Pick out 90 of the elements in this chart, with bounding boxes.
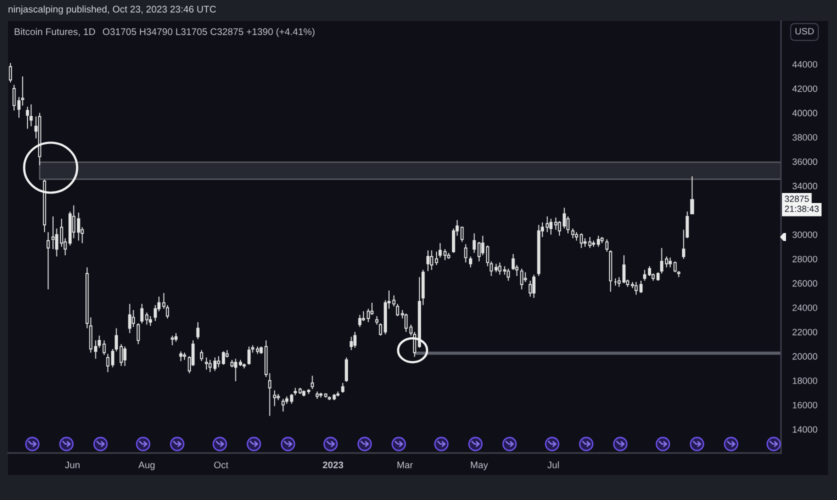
candlestick (42, 179, 46, 233)
candlestick (404, 313, 408, 332)
candlestick (234, 358, 238, 382)
y-tick-label: 30000 (792, 231, 818, 238)
candlestick (464, 244, 468, 264)
candlestick (273, 390, 276, 407)
candlestick (622, 254, 626, 284)
y-tick-label: 28000 (792, 256, 818, 262)
x-tick-label: 2023 (322, 462, 344, 468)
candlestick (12, 84, 16, 111)
candlestick (38, 112, 42, 166)
candlestick (136, 322, 140, 345)
candlestick (8, 62, 12, 83)
candlestick (571, 228, 574, 239)
y-tick-label: 26000 (792, 280, 818, 287)
x-tick-label: Oct (214, 462, 228, 468)
candlestick (123, 346, 126, 366)
candlestick (26, 106, 30, 130)
candlestick (580, 232, 583, 248)
candlestick (217, 356, 220, 368)
candlestick (200, 350, 204, 362)
candlestick (148, 316, 152, 326)
candlestick (310, 375, 314, 390)
y-tick-label: 16000 (792, 402, 818, 408)
candlestick (430, 250, 434, 270)
candlestick (282, 398, 285, 412)
candlestick (353, 331, 357, 348)
candlestick (690, 176, 694, 214)
y-tick-label: 18000 (792, 378, 818, 384)
candlestick (596, 235, 600, 248)
candlestick (242, 363, 246, 369)
candlestick (614, 278, 618, 286)
text: O31705 H34790 L31705 C32875 +1390 (+4.41%) (102, 28, 314, 37)
candlestick (222, 350, 226, 366)
candlestick (634, 282, 638, 296)
annotation: 32875 (784, 196, 809, 202)
y-tick-label: 22000 (792, 328, 818, 336)
x-tick-label: May (470, 462, 488, 470)
y-tick-label: 42000 (792, 85, 818, 92)
y-tick-label: 40000 (792, 110, 818, 116)
y-tick-label: 34000 (792, 182, 818, 190)
text: ninjascalping published, Oct 23, 2023 23:46 UTC (8, 6, 216, 14)
y-tick-label: 24000 (792, 304, 818, 311)
candlestick (204, 356, 208, 370)
candlestick (170, 335, 174, 346)
candlestick (179, 350, 182, 362)
candlestick (583, 238, 587, 248)
candlestick (532, 274, 536, 298)
y-tick-label: 36000 (792, 158, 818, 165)
candlestick (316, 391, 319, 400)
candlestick (588, 236, 592, 248)
y-tick-label: 44000 (792, 61, 818, 68)
y-tick-label: 14000 (792, 426, 818, 433)
candlestick (520, 268, 524, 290)
text: Bitcoin Futures, 1D (14, 28, 96, 36)
candlestick (341, 382, 344, 394)
text: 21:38:43 (784, 206, 819, 212)
candlestick (128, 303, 132, 334)
candlestick (600, 236, 604, 244)
candlestick (447, 252, 450, 260)
candlestick (174, 332, 178, 342)
candlestick (469, 256, 472, 268)
candlestick (443, 248, 447, 261)
candlestick (643, 269, 646, 282)
candlestick (182, 352, 186, 360)
y-axis-title: USD (796, 28, 814, 34)
candlestick (344, 356, 348, 382)
candlestick (358, 314, 362, 328)
x-tick-label: Jun (65, 462, 80, 468)
candlestick (574, 232, 578, 242)
x-tick-label: Mar (397, 462, 413, 468)
y-tick-label: 20000 (792, 353, 818, 360)
x-tick-label: Jul (547, 461, 559, 468)
candlestick (213, 356, 217, 372)
candlestick (639, 280, 643, 294)
candlestick (537, 224, 540, 276)
candlestick (208, 359, 212, 373)
candlestick (506, 268, 510, 282)
candlestick (336, 391, 340, 397)
candlestick (350, 336, 353, 351)
candlestick (618, 276, 621, 288)
candlestick (238, 359, 242, 366)
candlestick (196, 322, 200, 340)
candlestick (426, 250, 430, 272)
y-tick-label: 38000 (792, 134, 818, 141)
x-tick-label: Aug (138, 462, 155, 470)
candlestick (30, 104, 33, 127)
candlestick (247, 346, 251, 366)
candlestick (46, 232, 50, 290)
candlestick (592, 240, 596, 248)
